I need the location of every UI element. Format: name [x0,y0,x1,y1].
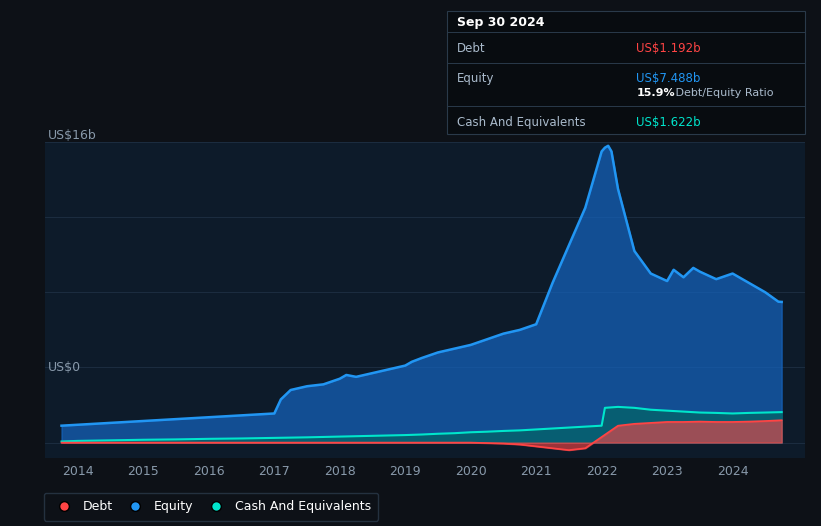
Text: Equity: Equity [457,72,495,85]
Text: Debt: Debt [457,42,486,55]
Text: Debt/Equity Ratio: Debt/Equity Ratio [672,88,773,98]
Text: US$0: US$0 [48,361,80,374]
Text: US$16b: US$16b [48,129,96,142]
Text: US$1.622b: US$1.622b [636,116,701,128]
Text: Cash And Equivalents: Cash And Equivalents [457,116,586,128]
Text: 15.9%: 15.9% [636,88,675,98]
Text: Sep 30 2024: Sep 30 2024 [457,16,545,28]
Text: US$1.192b: US$1.192b [636,42,701,55]
Legend: Debt, Equity, Cash And Equivalents: Debt, Equity, Cash And Equivalents [44,493,378,521]
Text: US$7.488b: US$7.488b [636,72,700,85]
